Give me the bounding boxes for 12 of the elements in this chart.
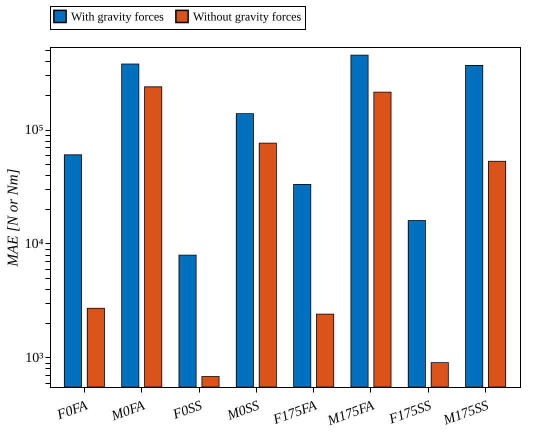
y-axis-title: MAE [N or Nm]	[6, 168, 22, 268]
y-tick-label: 10⁴	[24, 236, 44, 252]
y-tick-label: 10⁵	[24, 123, 44, 138]
legend-label: With gravity forces	[71, 9, 164, 24]
x-tick-label: F0SS	[170, 398, 204, 424]
x-tick-label: F175FA	[270, 398, 320, 428]
x-tick-label: F0FA	[54, 398, 90, 424]
x-tick-label: M0FA	[108, 398, 148, 425]
y-tick-label: 10³	[25, 350, 44, 366]
legend-label: Without gravity forces	[193, 9, 302, 24]
x-tick-label: F175SS	[386, 398, 434, 428]
x-tick-label: M0SS	[224, 398, 262, 424]
